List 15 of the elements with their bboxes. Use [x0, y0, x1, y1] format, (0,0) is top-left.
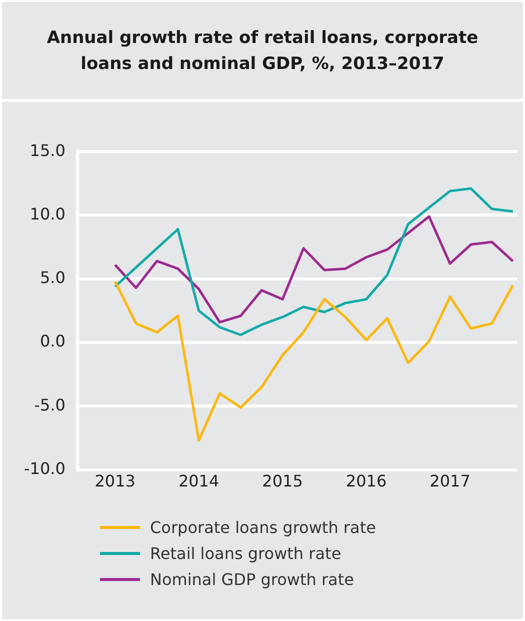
- x-tick-label: 2013: [94, 472, 136, 491]
- legend-label: Corporate loans growth rate: [150, 518, 376, 536]
- legend-label: Retail loans growth rate: [150, 544, 342, 562]
- y-tick-label: 5.0: [40, 268, 66, 288]
- x-tick-label: 2016: [346, 472, 387, 491]
- y-tick-label: 15.0: [30, 140, 66, 160]
- chart-title: Annual growth rate of retail loans, corporate loans and nominal GDP, %, 2013–2017: [2, 2, 523, 102]
- x-tick-label: 2014: [178, 472, 220, 491]
- x-tick-label: 2017: [430, 472, 470, 491]
- y-tick-label: -5.0: [34, 395, 66, 414]
- y-tick-label: -10.0: [24, 458, 66, 478]
- y-tick-label: 10.0: [30, 204, 66, 224]
- x-tick-label: 2015: [262, 472, 303, 491]
- y-tick-label: 0.0: [40, 332, 66, 351]
- legend-label: Nominal GDP growth rate: [150, 570, 354, 588]
